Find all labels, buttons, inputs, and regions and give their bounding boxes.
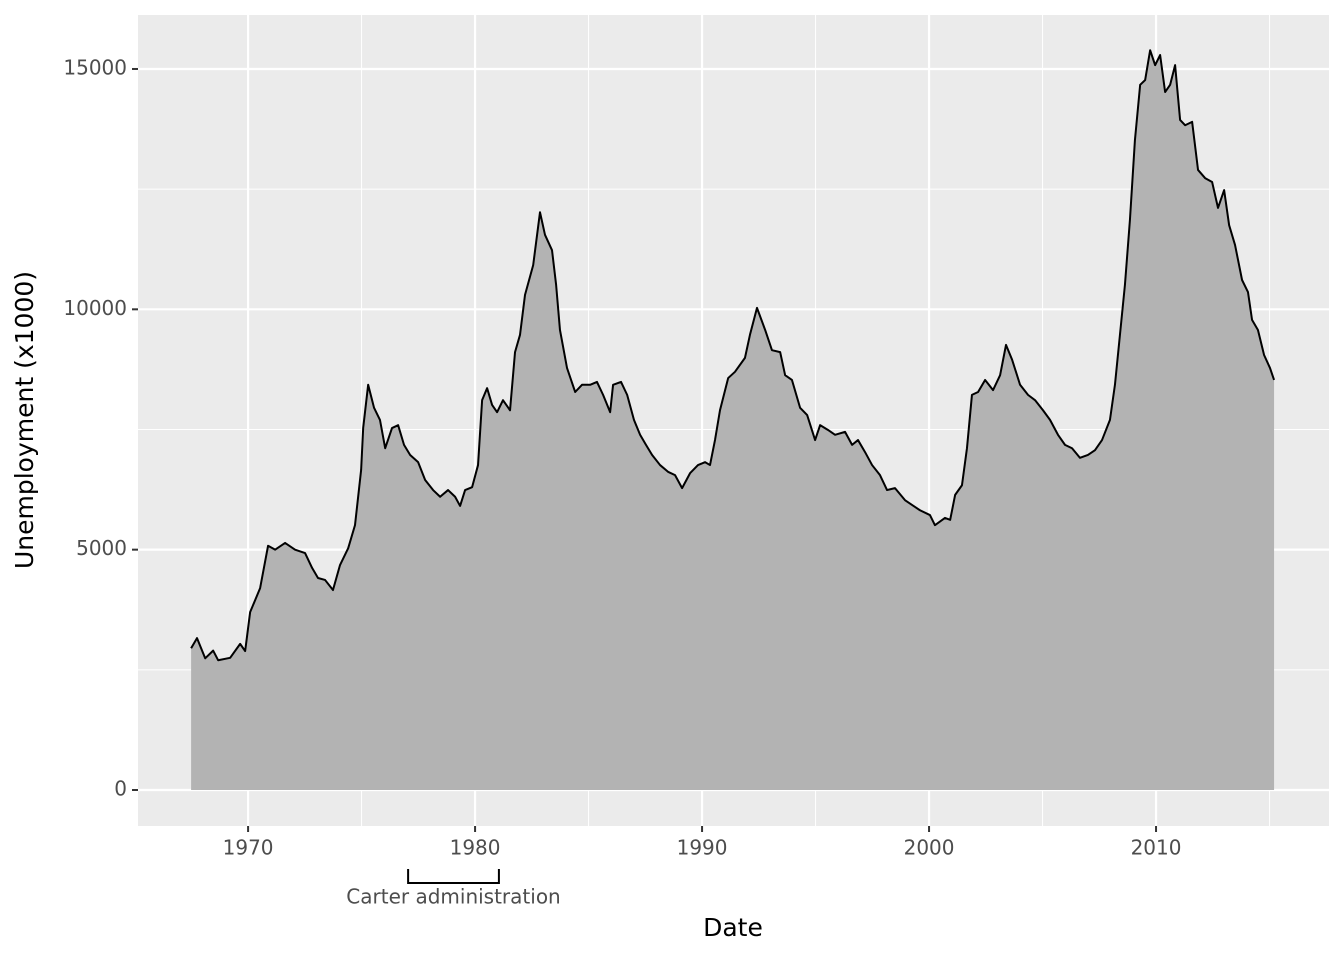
- y-tick-label: 5000: [76, 536, 127, 560]
- x-tick-label: 1970: [223, 836, 274, 860]
- y-tick-label: 15000: [63, 55, 127, 79]
- x-tick-label: 1980: [450, 836, 501, 860]
- annotation-bracket: [407, 869, 500, 884]
- y-tick-label: 0: [114, 776, 127, 800]
- x-tick-label: 2010: [1131, 836, 1182, 860]
- x-axis-title: Date: [703, 913, 763, 942]
- y-axis-title: Unemployment (x1000): [10, 271, 39, 569]
- x-tick-label: 1990: [677, 836, 728, 860]
- x-tick-label: 2000: [904, 836, 955, 860]
- area-line: [190, 49, 1276, 662]
- annotation-text: Carter administration: [346, 885, 560, 909]
- area-fill: [191, 50, 1275, 790]
- y-tick-label: 10000: [63, 296, 127, 320]
